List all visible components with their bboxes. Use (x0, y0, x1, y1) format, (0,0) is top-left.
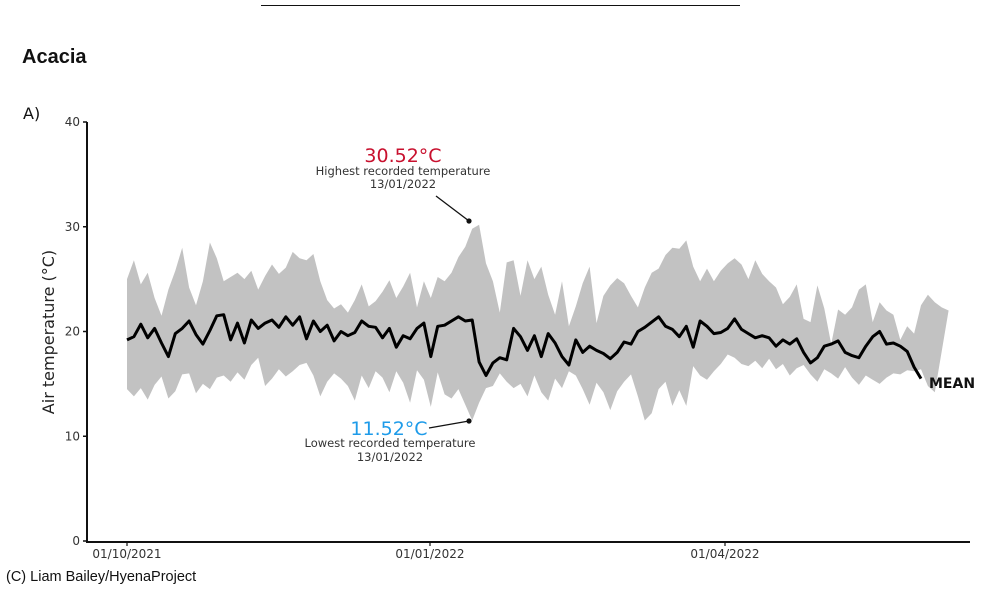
min-max-band (127, 224, 949, 421)
plot-area (126, 224, 949, 421)
min-description: Lowest recorded temperature (305, 436, 476, 450)
panel-label: A) (23, 104, 41, 123)
min-leader-line (428, 420, 470, 429)
x-tick-label: 01/04/2022 (690, 547, 759, 561)
y-tick-label: 20 (65, 325, 80, 339)
y-axis-title: Air temperature (°C) (39, 250, 58, 414)
x-tick-label: 01/10/2021 (92, 547, 161, 561)
page-title: Acacia (22, 46, 87, 68)
min-value-label: 11.52°C (350, 418, 427, 440)
max-point-marker (466, 218, 472, 224)
max-date: 13/01/2022 (370, 177, 436, 191)
min-annotation: 11.52°C Lowest recorded temperature 13/0… (305, 418, 476, 464)
max-annotation: 30.52°C Highest recorded temperature 13/… (316, 145, 491, 224)
x-tick-label: 01/01/2022 (395, 547, 464, 561)
y-tick-label: 40 (65, 115, 80, 129)
x-ticks: 01/10/2021 01/01/2022 01/04/2022 (92, 542, 760, 561)
min-date: 13/01/2022 (357, 450, 423, 464)
y-tick-label: 10 (65, 429, 80, 443)
y-tick-label: 30 (65, 220, 80, 234)
min-point-marker (466, 418, 472, 424)
x-axis: 01/10/2021 01/01/2022 01/04/2022 (86, 541, 970, 561)
y-axis: 0 10 20 30 40 Air temperature (°C) (39, 115, 88, 548)
max-value-label: 30.52°C (364, 145, 441, 167)
mean-line (126, 313, 923, 380)
y-ticks: 0 10 20 30 40 (65, 115, 87, 548)
y-tick-label: 0 (72, 534, 80, 548)
mean-series-label: MEAN (929, 376, 975, 392)
credit-text: (C) Liam Bailey/HyenaProject (6, 569, 197, 585)
max-leader-line (435, 195, 470, 222)
top-divider (261, 5, 740, 6)
max-description: Highest recorded temperature (316, 164, 491, 178)
